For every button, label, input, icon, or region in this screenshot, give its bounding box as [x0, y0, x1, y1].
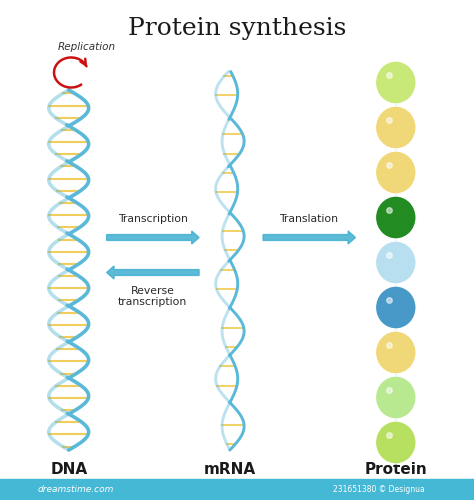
Circle shape: [375, 286, 416, 329]
Bar: [0, 479, 474, 500]
Text: Protein synthesis: Protein synthesis: [128, 18, 346, 40]
Circle shape: [375, 106, 416, 149]
Polygon shape: [107, 266, 199, 279]
Text: Reverse
transcription: Reverse transcription: [118, 286, 187, 307]
Text: DNA: DNA: [50, 462, 87, 477]
Text: Transcription: Transcription: [118, 214, 188, 224]
Circle shape: [375, 331, 416, 374]
Polygon shape: [107, 231, 199, 244]
Circle shape: [375, 376, 416, 419]
Circle shape: [375, 241, 416, 284]
Text: Translation: Translation: [280, 214, 338, 224]
Text: dreamstime.com: dreamstime.com: [37, 485, 114, 494]
Polygon shape: [263, 231, 356, 244]
Circle shape: [375, 61, 416, 104]
Text: mRNA: mRNA: [204, 462, 256, 477]
Text: Protein: Protein: [365, 462, 427, 477]
Circle shape: [375, 196, 416, 239]
Circle shape: [375, 151, 416, 194]
Text: 231651380 © Designua: 231651380 © Designua: [333, 485, 425, 494]
Text: Replication: Replication: [57, 42, 116, 51]
Circle shape: [375, 421, 416, 464]
